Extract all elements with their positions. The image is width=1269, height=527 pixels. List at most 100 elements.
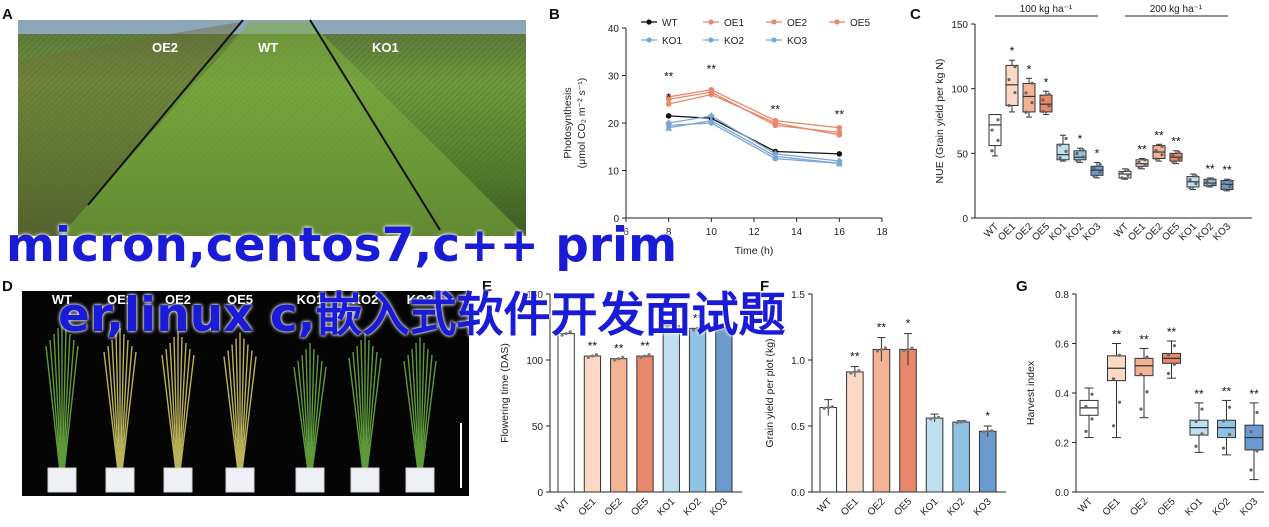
panel-c-y-tick-label: 150	[951, 20, 968, 31]
panel-f-point	[963, 419, 967, 423]
panel-f-point	[906, 347, 910, 352]
plant-stem	[121, 345, 133, 469]
panel-c-box-ko2-point	[1081, 155, 1085, 159]
panel-b-legend-label: OE5	[850, 18, 870, 29]
field-label-oe2: OE2	[152, 40, 178, 55]
panel-c-box-oe2-point	[1160, 144, 1164, 148]
panel-b-legend-marker	[708, 19, 714, 25]
panel-c-significance: **	[1154, 128, 1164, 142]
plant-pot	[350, 467, 380, 493]
plant-label: OE1	[107, 292, 133, 307]
panel-b-y-tick-label: 30	[608, 72, 620, 83]
panel-b-point	[665, 122, 672, 129]
panel-e-x-tick-label: OE1	[577, 496, 599, 518]
panel-e-point	[617, 357, 621, 361]
panel-b-y-tick-label: 10	[608, 167, 620, 178]
panel-f-significance: **	[850, 350, 860, 364]
plant-label: KO2	[352, 292, 379, 307]
panel-c-box-oe5	[1039, 94, 1053, 113]
panel-c-box-oe2-point	[1030, 81, 1034, 85]
panel-f-y-tick-label: 0.5	[791, 422, 805, 433]
panel-g-significance: **	[1249, 387, 1259, 401]
panel-g-box-ko3-point	[1249, 468, 1253, 472]
panel-label-d: D	[2, 278, 13, 295]
panel-c-y-tick-label: 100	[951, 85, 968, 96]
panel-c-box-oe5-point	[1041, 98, 1045, 102]
plant-stem	[301, 354, 310, 469]
plant-stem	[411, 348, 420, 469]
panel-f-point	[883, 346, 888, 350]
plant-stem	[364, 339, 370, 469]
plant-stem	[309, 348, 315, 469]
panel-b-point	[772, 117, 779, 124]
plant-stem	[421, 354, 433, 469]
plant-stem	[121, 351, 137, 469]
panel-label-b: B	[549, 6, 560, 23]
plant-stem	[311, 366, 327, 469]
panel-c-significance: *	[1095, 146, 1100, 160]
panel-e-point	[560, 333, 564, 337]
panel-e-bar-ko3	[715, 327, 733, 493]
panel-c-box-oe2-point	[1024, 91, 1028, 95]
panel-c-box-oe5-point	[1177, 157, 1181, 161]
panel-c-significance: **	[1137, 143, 1147, 157]
panel-f-y-tick-label: 0.0	[791, 488, 805, 499]
panel-c-box-ko1	[1056, 143, 1070, 161]
panel-e-x-tick-label: OE5	[629, 496, 651, 518]
panel-c-box-oe2-point	[1160, 153, 1164, 157]
field-label-wt: WT	[258, 40, 278, 55]
panel-g-significance: **	[1139, 332, 1149, 346]
panel-b-point	[836, 151, 843, 157]
panel-c-box-ko3-point	[1092, 174, 1096, 178]
plant-stem	[241, 356, 257, 469]
panel-e-point	[639, 355, 643, 359]
panel-f-y-tick-label: 1.0	[791, 356, 805, 367]
panel-c-box-oe5-point	[1047, 104, 1051, 108]
panel-e-bar-oe2	[610, 358, 628, 493]
panel-c-box-ko1-point	[1058, 143, 1062, 147]
panel-f-x-tick-label: OE2	[866, 496, 888, 518]
plant-stem	[420, 348, 429, 469]
panel-g-x-tick-label: OE2	[1128, 496, 1150, 518]
panel-b-x-label: Time (h)	[735, 245, 774, 257]
panel-e-x-tick-label: KO2	[682, 496, 704, 518]
panel-f-point	[902, 349, 906, 353]
panel-b-x-tick-label: 12	[748, 227, 760, 238]
panel-g-y-label: Harvest index	[1025, 360, 1037, 425]
panel-c-box-oe2-point	[1154, 148, 1158, 153]
panel-b-x-tick-label: 6	[623, 227, 629, 238]
panel-f-point	[853, 370, 857, 374]
panel-c-group-label: 200 kg ha⁻¹	[1150, 4, 1203, 15]
panel-c-box-wt-point	[1120, 176, 1124, 180]
panel-f-point	[928, 417, 933, 421]
panel-c-box-oe1-point	[1137, 165, 1141, 170]
panel-c-box-oe5-point	[1047, 92, 1051, 96]
plant-label: KO3	[407, 292, 434, 307]
panel-c-significance: *	[1044, 75, 1049, 89]
plant-stem	[293, 366, 309, 469]
panel-c-box-ko2-point	[1075, 151, 1079, 156]
panel-g-box-oe2-point	[1139, 407, 1143, 411]
plant-stem	[239, 338, 245, 469]
panel-c-box-ko1-point	[1188, 178, 1192, 182]
panel-g-box-ko1-point	[1200, 432, 1204, 436]
panel-g-y-tick-label: 0.0	[1055, 488, 1069, 499]
panel-g-y-tick-label: 0.4	[1055, 389, 1069, 400]
panel-g-box-oe5-point	[1172, 362, 1177, 366]
plant-label: OE5	[227, 292, 253, 307]
panel-e-point	[613, 358, 617, 362]
panel-e-point	[669, 324, 673, 328]
panel-b-point	[836, 124, 843, 131]
plant-stem	[179, 348, 191, 469]
panel-c-box-ko3-point	[1092, 166, 1096, 170]
panel-c-box-ko3-point	[1228, 184, 1232, 189]
panel-g-box-oe1-point	[1117, 353, 1122, 357]
plant-stem	[161, 354, 177, 469]
panel-e-point	[726, 325, 730, 329]
panel-b-series-line-ko2	[668, 115, 840, 162]
panel-e-y-tick-label: 100	[526, 356, 543, 367]
plant-pot	[295, 467, 325, 493]
panel-c-box-oe2-point	[1030, 100, 1034, 105]
panel-label-a: A	[2, 6, 13, 23]
panel-b-y-tick-label: 20	[608, 119, 620, 130]
